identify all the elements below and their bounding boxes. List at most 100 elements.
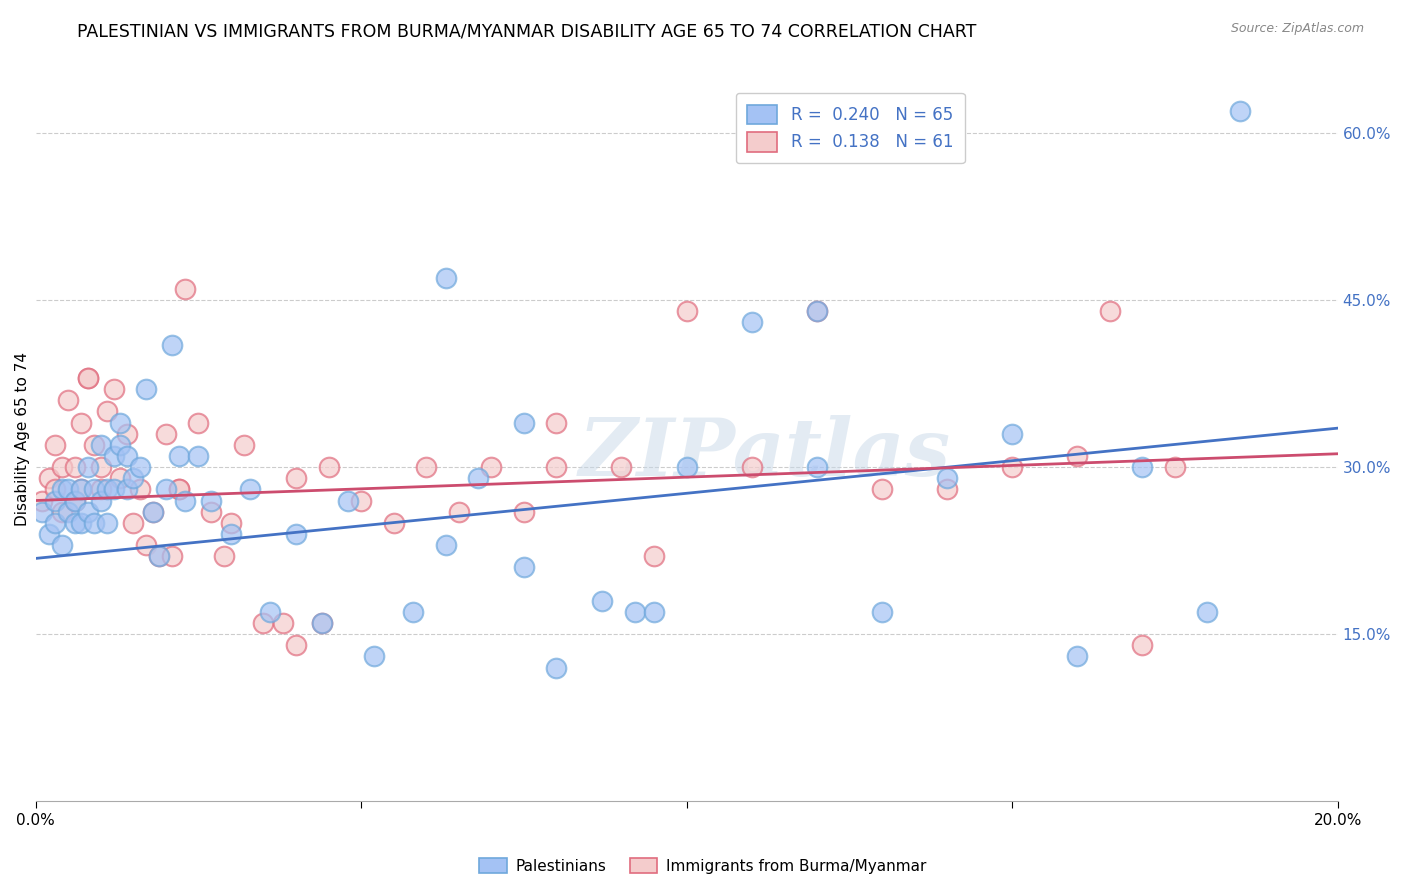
- Text: PALESTINIAN VS IMMIGRANTS FROM BURMA/MYANMAR DISABILITY AGE 65 TO 74 CORRELATION: PALESTINIAN VS IMMIGRANTS FROM BURMA/MYA…: [77, 22, 977, 40]
- Point: [285, 638, 308, 652]
- Point: [128, 483, 150, 497]
- Point: [806, 304, 828, 318]
- Point: [167, 449, 190, 463]
- Point: [610, 460, 633, 475]
- Point: [44, 483, 66, 497]
- Point: [936, 471, 959, 485]
- Point: [44, 493, 66, 508]
- Point: [51, 538, 73, 552]
- Point: [643, 549, 665, 564]
- Point: [318, 460, 340, 475]
- Point: [546, 660, 568, 674]
- Point: [148, 549, 170, 564]
- Point: [200, 505, 222, 519]
- Point: [546, 460, 568, 475]
- Point: [337, 493, 360, 508]
- Point: [591, 593, 613, 607]
- Legend: R =  0.240   N = 65, R =  0.138   N = 61: R = 0.240 N = 65, R = 0.138 N = 61: [735, 93, 965, 163]
- Point: [31, 505, 53, 519]
- Point: [70, 516, 93, 530]
- Point: [546, 416, 568, 430]
- Point: [56, 393, 79, 408]
- Point: [108, 438, 131, 452]
- Point: [115, 449, 138, 463]
- Point: [350, 493, 373, 508]
- Point: [200, 493, 222, 508]
- Point: [479, 460, 502, 475]
- Point: [51, 505, 73, 519]
- Point: [108, 416, 131, 430]
- Point: [259, 605, 281, 619]
- Point: [434, 538, 457, 552]
- Point: [51, 460, 73, 475]
- Point: [90, 493, 112, 508]
- Point: [96, 483, 118, 497]
- Point: [252, 615, 274, 630]
- Point: [741, 315, 763, 329]
- Point: [741, 460, 763, 475]
- Point: [90, 483, 112, 497]
- Point: [467, 471, 489, 485]
- Point: [83, 483, 105, 497]
- Point: [142, 505, 165, 519]
- Point: [870, 483, 893, 497]
- Point: [513, 416, 536, 430]
- Point: [76, 371, 98, 385]
- Point: [70, 483, 93, 497]
- Point: [122, 471, 145, 485]
- Point: [76, 460, 98, 475]
- Point: [128, 460, 150, 475]
- Point: [1197, 605, 1219, 619]
- Point: [806, 304, 828, 318]
- Point: [285, 527, 308, 541]
- Point: [214, 549, 236, 564]
- Point: [402, 605, 425, 619]
- Point: [513, 560, 536, 574]
- Point: [219, 516, 242, 530]
- Point: [162, 337, 184, 351]
- Point: [122, 516, 145, 530]
- Point: [135, 538, 157, 552]
- Point: [271, 615, 294, 630]
- Point: [643, 605, 665, 619]
- Point: [155, 483, 177, 497]
- Point: [434, 270, 457, 285]
- Point: [38, 471, 60, 485]
- Point: [63, 460, 86, 475]
- Point: [103, 382, 125, 396]
- Point: [167, 483, 190, 497]
- Point: [108, 471, 131, 485]
- Point: [1098, 304, 1121, 318]
- Point: [187, 416, 209, 430]
- Point: [447, 505, 470, 519]
- Point: [44, 438, 66, 452]
- Point: [363, 649, 385, 664]
- Point: [1066, 449, 1088, 463]
- Point: [285, 471, 308, 485]
- Y-axis label: Disability Age 65 to 74: Disability Age 65 to 74: [15, 352, 30, 526]
- Legend: Palestinians, Immigrants from Burma/Myanmar: Palestinians, Immigrants from Burma/Myan…: [474, 852, 932, 880]
- Point: [63, 516, 86, 530]
- Point: [76, 505, 98, 519]
- Point: [96, 404, 118, 418]
- Point: [513, 505, 536, 519]
- Point: [232, 438, 254, 452]
- Point: [1001, 426, 1024, 441]
- Point: [51, 483, 73, 497]
- Point: [219, 527, 242, 541]
- Point: [415, 460, 437, 475]
- Point: [31, 493, 53, 508]
- Point: [311, 615, 333, 630]
- Point: [96, 516, 118, 530]
- Point: [675, 304, 697, 318]
- Point: [155, 426, 177, 441]
- Point: [936, 483, 959, 497]
- Point: [623, 605, 645, 619]
- Point: [83, 516, 105, 530]
- Point: [115, 483, 138, 497]
- Point: [1001, 460, 1024, 475]
- Point: [187, 449, 209, 463]
- Text: ZIPatlas: ZIPatlas: [579, 415, 950, 492]
- Point: [56, 505, 79, 519]
- Point: [1164, 460, 1187, 475]
